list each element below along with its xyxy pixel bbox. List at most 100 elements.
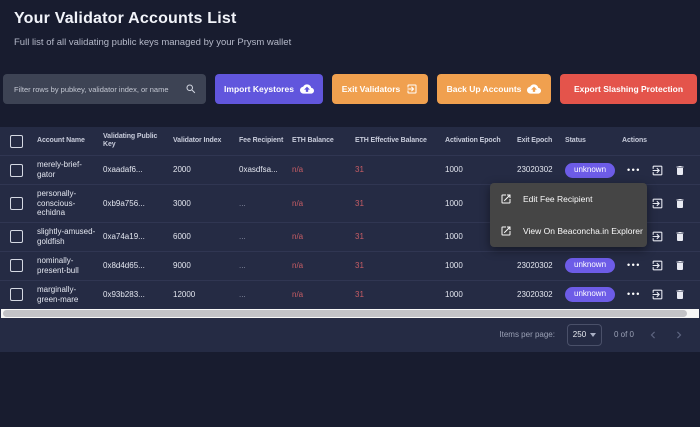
exit-validator-icon[interactable]: [651, 288, 664, 301]
exit-icon: [407, 84, 417, 94]
validator-index: 2000: [173, 165, 191, 175]
column-header-eth-balance: ETH Balance: [292, 136, 334, 144]
more-actions-button[interactable]: •••: [627, 289, 641, 300]
column-header-exit-epoch: Exit Epoch: [517, 136, 553, 144]
page-header: Your Validator Accounts List Full list o…: [14, 10, 291, 48]
eth-balance: n/a: [292, 289, 304, 299]
backup-accounts-label: Back Up Accounts: [446, 84, 522, 94]
eth-balance: n/a: [292, 231, 304, 241]
account-name: marginally-green-mare: [37, 285, 79, 304]
account-name: nominally-present-bull: [37, 256, 79, 275]
fee-recipient: ...: [239, 289, 246, 299]
column-header-eth-effective-balance: ETH Effective Balance: [355, 136, 427, 144]
column-header-validator-index: Validator Index: [173, 136, 222, 144]
menu-item-label: View On Beaconcha.in Explorer: [523, 226, 643, 236]
paginator: Items per page: 250 0 of 0: [0, 318, 700, 352]
import-keystores-button[interactable]: Import Keystores: [215, 74, 323, 104]
fee-recipient: 0xasdfsa...: [239, 165, 278, 175]
filter-input[interactable]: [12, 83, 185, 95]
delete-account-icon[interactable]: [674, 197, 686, 210]
scrollbar-thumb[interactable]: [3, 309, 687, 317]
horizontal-scrollbar[interactable]: [1, 308, 699, 318]
eth-balance: n/a: [292, 260, 304, 270]
exit-epoch: 23020302: [517, 260, 553, 270]
delete-account-icon[interactable]: [674, 164, 686, 177]
row-checkbox[interactable]: [10, 288, 23, 302]
status-badge: unknown: [565, 162, 616, 178]
fee-recipient: ...: [239, 198, 246, 208]
eth-effective-balance: 31: [355, 289, 364, 299]
row-actions-menu: Edit Fee Recipient View On Beaconcha.in …: [490, 183, 647, 247]
delete-account-icon[interactable]: [674, 259, 686, 272]
import-keystores-label: Import Keystores: [224, 84, 294, 94]
validator-index: 6000: [173, 231, 191, 241]
exit-validator-icon[interactable]: [651, 164, 664, 177]
column-header-activation-epoch: Activation Epoch: [445, 136, 501, 144]
column-header-account-name: Account Name: [37, 136, 85, 144]
column-header-fee-recipient: Fee Recipient: [239, 136, 284, 144]
validating-public-key: 0x8d4d65...: [103, 260, 145, 270]
menu-item-edit-fee-recipient[interactable]: Edit Fee Recipient: [490, 183, 647, 215]
exit-validator-icon[interactable]: [651, 197, 664, 210]
export-slashing-protection-button[interactable]: Export Slashing Protection: [560, 74, 697, 104]
search-icon: [186, 84, 196, 94]
activation-epoch: 1000: [445, 165, 463, 175]
select-all-checkbox[interactable]: [10, 134, 23, 148]
open-in-new-icon: [501, 194, 511, 204]
status-badge: unknown: [565, 287, 616, 303]
table-row: merely-brief-gator 0xaadaf6... 2000 0xas…: [0, 155, 700, 184]
previous-page-button[interactable]: [646, 328, 660, 342]
row-checkbox[interactable]: [10, 259, 23, 273]
filter-input-wrapper: [3, 74, 206, 104]
status-badge: unknown: [565, 258, 616, 274]
column-header-status: Status: [565, 136, 586, 144]
delete-account-icon[interactable]: [674, 230, 686, 243]
column-header-validating-public-key: Validating Public Key: [103, 132, 158, 148]
activation-epoch: 1000: [445, 260, 463, 270]
row-checkbox[interactable]: [10, 163, 23, 177]
row-checkbox[interactable]: [10, 196, 23, 210]
exit-epoch: 23020302: [517, 289, 553, 299]
page-subtitle: Full list of all validating public keys …: [14, 37, 292, 48]
menu-item-view-on-beaconchain[interactable]: View On Beaconcha.in Explorer: [490, 215, 647, 247]
validator-index: 12000: [173, 289, 196, 299]
eth-effective-balance: 31: [355, 198, 364, 208]
activation-epoch: 1000: [445, 289, 463, 299]
exit-validators-label: Exit Validators: [341, 84, 401, 94]
activation-epoch: 1000: [445, 198, 463, 208]
menu-item-label: Edit Fee Recipient: [523, 194, 593, 204]
export-slashing-protection-label: Export Slashing Protection: [573, 84, 684, 94]
validating-public-key: 0xaadaf6...: [103, 165, 143, 175]
exit-validator-icon[interactable]: [651, 230, 664, 243]
open-in-new-icon: [501, 226, 511, 236]
items-per-page-label: Items per page:: [499, 330, 555, 340]
column-header-actions: Actions: [622, 136, 647, 144]
account-name: slightly-amused-goldfish: [37, 227, 96, 246]
cloud-upload-icon: [527, 84, 542, 94]
more-actions-button[interactable]: •••: [627, 164, 641, 175]
validating-public-key: 0x93b283...: [103, 289, 145, 299]
eth-effective-balance: 31: [355, 231, 364, 241]
eth-balance: n/a: [292, 165, 304, 175]
exit-validator-icon[interactable]: [651, 259, 664, 272]
account-name: merely-brief-gator: [37, 160, 82, 179]
exit-epoch: 23020302: [517, 165, 553, 175]
page-title: Your Validator Accounts List: [14, 10, 237, 27]
activation-epoch: 1000: [445, 231, 463, 241]
validating-public-key: 0xb9a756...: [103, 198, 145, 208]
more-actions-button[interactable]: •••: [627, 260, 641, 271]
table-header-row: Account Name Validating Public Key Valid…: [0, 127, 700, 155]
chevron-down-icon: [590, 332, 597, 337]
row-checkbox[interactable]: [10, 230, 23, 244]
fee-recipient: ...: [239, 231, 246, 241]
exit-validators-button[interactable]: Exit Validators: [332, 74, 428, 104]
page-range-label: 0 of 0: [613, 330, 634, 340]
next-page-button[interactable]: [672, 328, 686, 342]
page-size-select[interactable]: 250: [566, 323, 602, 346]
toolbar: Import Keystores Exit Validators Back Up…: [3, 74, 697, 104]
backup-accounts-button[interactable]: Back Up Accounts: [437, 74, 551, 104]
cloud-upload-icon: [299, 84, 314, 94]
delete-account-icon[interactable]: [674, 288, 686, 301]
page-size-value: 250: [572, 330, 587, 340]
